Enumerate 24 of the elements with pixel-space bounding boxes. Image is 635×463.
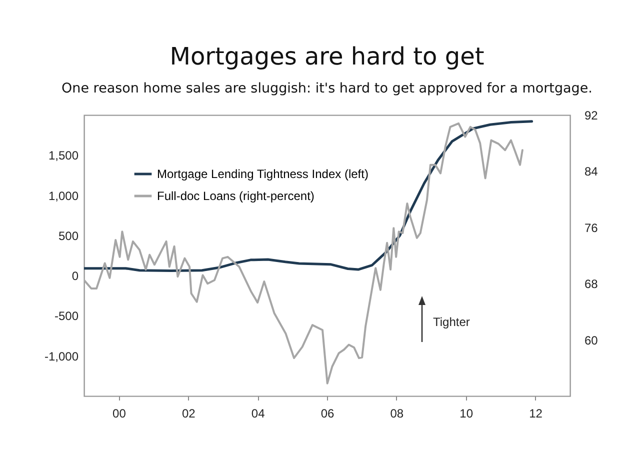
x-tick-label: 00 bbox=[112, 406, 126, 420]
chart-subtitle: One reason home sales are sluggish: it's hard to get approved for a mortgage. bbox=[62, 80, 592, 96]
x-tick-label: 02 bbox=[182, 406, 196, 420]
x-tick-label: 10 bbox=[460, 406, 474, 420]
y2-tick-label: 84 bbox=[584, 164, 598, 179]
legend-label: Full-doc Loans (right-percent) bbox=[157, 189, 314, 203]
y-tick-label: 1,000 bbox=[48, 188, 79, 203]
y-tick-label: 500 bbox=[58, 228, 79, 243]
y-tick-label: -500 bbox=[54, 309, 79, 324]
x-tick-label: 08 bbox=[390, 406, 404, 420]
legend-label: Mortgage Lending Tightness Index (left) bbox=[157, 167, 368, 181]
x-tick-label: 06 bbox=[320, 406, 334, 420]
y2-tick-label: 60 bbox=[584, 333, 598, 348]
x-tick-label: 12 bbox=[529, 406, 543, 420]
y2-tick-label: 68 bbox=[584, 277, 598, 292]
y2-tick-label: 76 bbox=[584, 220, 598, 235]
y-tick-label: 0 bbox=[72, 269, 79, 284]
y2-tick-label: 92 bbox=[584, 108, 598, 122]
x-tick-label: 04 bbox=[251, 406, 266, 420]
y-tick-label: -1,000 bbox=[44, 349, 79, 364]
annotation: Tighter bbox=[433, 315, 470, 329]
chart-title: Mortgages are hard to get bbox=[170, 42, 484, 70]
line-series bbox=[84, 122, 524, 384]
y-tick-label: 1,500 bbox=[48, 148, 79, 163]
